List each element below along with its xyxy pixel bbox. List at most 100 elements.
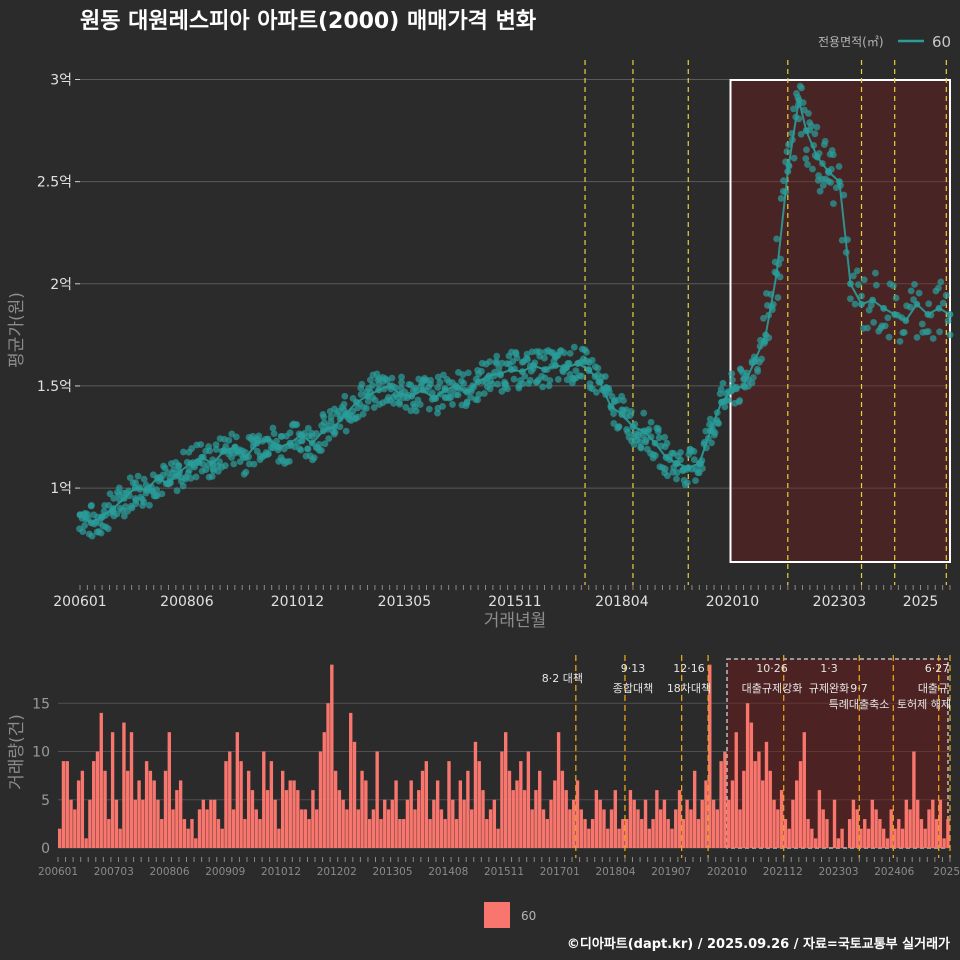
bar — [299, 809, 304, 848]
top-point — [870, 318, 878, 326]
bar — [946, 819, 950, 848]
bar — [80, 770, 85, 848]
top-point — [88, 532, 96, 540]
top-point — [637, 443, 645, 451]
top-point — [942, 291, 950, 299]
bar — [779, 790, 784, 848]
bar — [624, 819, 629, 848]
bar — [912, 751, 916, 848]
top-x-tick-label: 200806 — [160, 594, 214, 610]
bar — [371, 809, 376, 848]
bar — [190, 819, 194, 848]
bottom-x-tick-label: 202303 — [818, 866, 858, 878]
bar — [806, 819, 810, 848]
top-point — [408, 392, 416, 400]
bar — [61, 761, 66, 848]
bar — [492, 799, 497, 848]
bottom-x-minor-ticks — [57, 857, 951, 862]
top-point — [304, 424, 312, 432]
top-point — [349, 407, 357, 415]
top-point — [813, 153, 821, 161]
top-highlight-box — [729, 79, 951, 563]
bar — [594, 790, 599, 848]
bar — [745, 703, 750, 848]
top-point — [869, 296, 876, 304]
bar — [175, 790, 179, 848]
top-point — [935, 304, 943, 312]
bar — [375, 751, 379, 848]
top-point — [321, 440, 329, 448]
top-point — [298, 437, 306, 445]
top-point — [673, 469, 681, 477]
bar — [647, 828, 652, 848]
top-point — [325, 435, 333, 442]
bottom-x-tick-label: 201907 — [651, 866, 691, 878]
bar — [95, 751, 100, 848]
top-point — [496, 370, 504, 378]
top-point — [434, 384, 442, 391]
top-point — [827, 179, 835, 186]
top-point — [810, 141, 818, 149]
bottom-plot: 0 5 10 15 200601 200703 200806 200909 201012 201… — [32, 655, 960, 878]
bar — [133, 799, 137, 848]
top-point — [853, 267, 861, 275]
bar — [874, 809, 878, 848]
bar — [379, 819, 383, 848]
bar — [700, 799, 704, 848]
top-point — [767, 290, 775, 298]
bar — [201, 799, 206, 848]
bar — [239, 761, 243, 848]
bottom-x-tick-label: 200703 — [94, 866, 134, 878]
bottom-y-axis-title: 거래량(건) — [7, 714, 27, 790]
bar — [564, 790, 568, 848]
top-point — [293, 421, 301, 428]
top-point — [166, 474, 174, 482]
bar — [632, 799, 636, 848]
bar — [107, 819, 111, 848]
bar — [651, 819, 655, 848]
top-point — [185, 466, 193, 474]
top-point — [242, 454, 250, 461]
top-point — [286, 457, 293, 465]
bar — [469, 809, 474, 848]
top-point — [541, 354, 548, 362]
top-point — [264, 450, 272, 458]
bar — [383, 799, 387, 848]
top-point — [860, 276, 868, 284]
bar — [734, 732, 738, 848]
bar — [224, 761, 228, 848]
bar — [141, 799, 145, 848]
bar — [893, 828, 897, 848]
bar — [674, 809, 678, 848]
top-point — [715, 420, 722, 427]
bar — [764, 741, 769, 848]
bar — [420, 770, 425, 848]
top-point — [425, 405, 433, 413]
top-point — [545, 382, 553, 390]
bar — [99, 712, 103, 848]
bottom-bars — [58, 664, 950, 848]
bar — [220, 828, 224, 848]
top-point — [176, 468, 183, 476]
top-point — [113, 510, 121, 518]
bar — [847, 819, 852, 848]
policy-label: 12·16 — [673, 662, 705, 675]
bar — [681, 819, 686, 848]
bar — [602, 809, 606, 848]
top-point — [416, 401, 424, 408]
top-point — [627, 408, 635, 415]
top-point — [269, 424, 277, 432]
footer-credit: ©디아파트(dapt.kr) / 2025.09.26 / 자료=국토교통부 실… — [567, 936, 950, 952]
top-point — [310, 454, 318, 462]
top-point — [713, 409, 721, 416]
top-point — [330, 423, 338, 431]
bar — [488, 809, 493, 848]
bar — [315, 809, 319, 848]
top-point — [475, 391, 483, 398]
top-point — [546, 377, 554, 384]
top-point — [607, 402, 615, 410]
top-point — [924, 311, 932, 318]
top-point — [463, 388, 471, 396]
top-point — [197, 441, 205, 448]
